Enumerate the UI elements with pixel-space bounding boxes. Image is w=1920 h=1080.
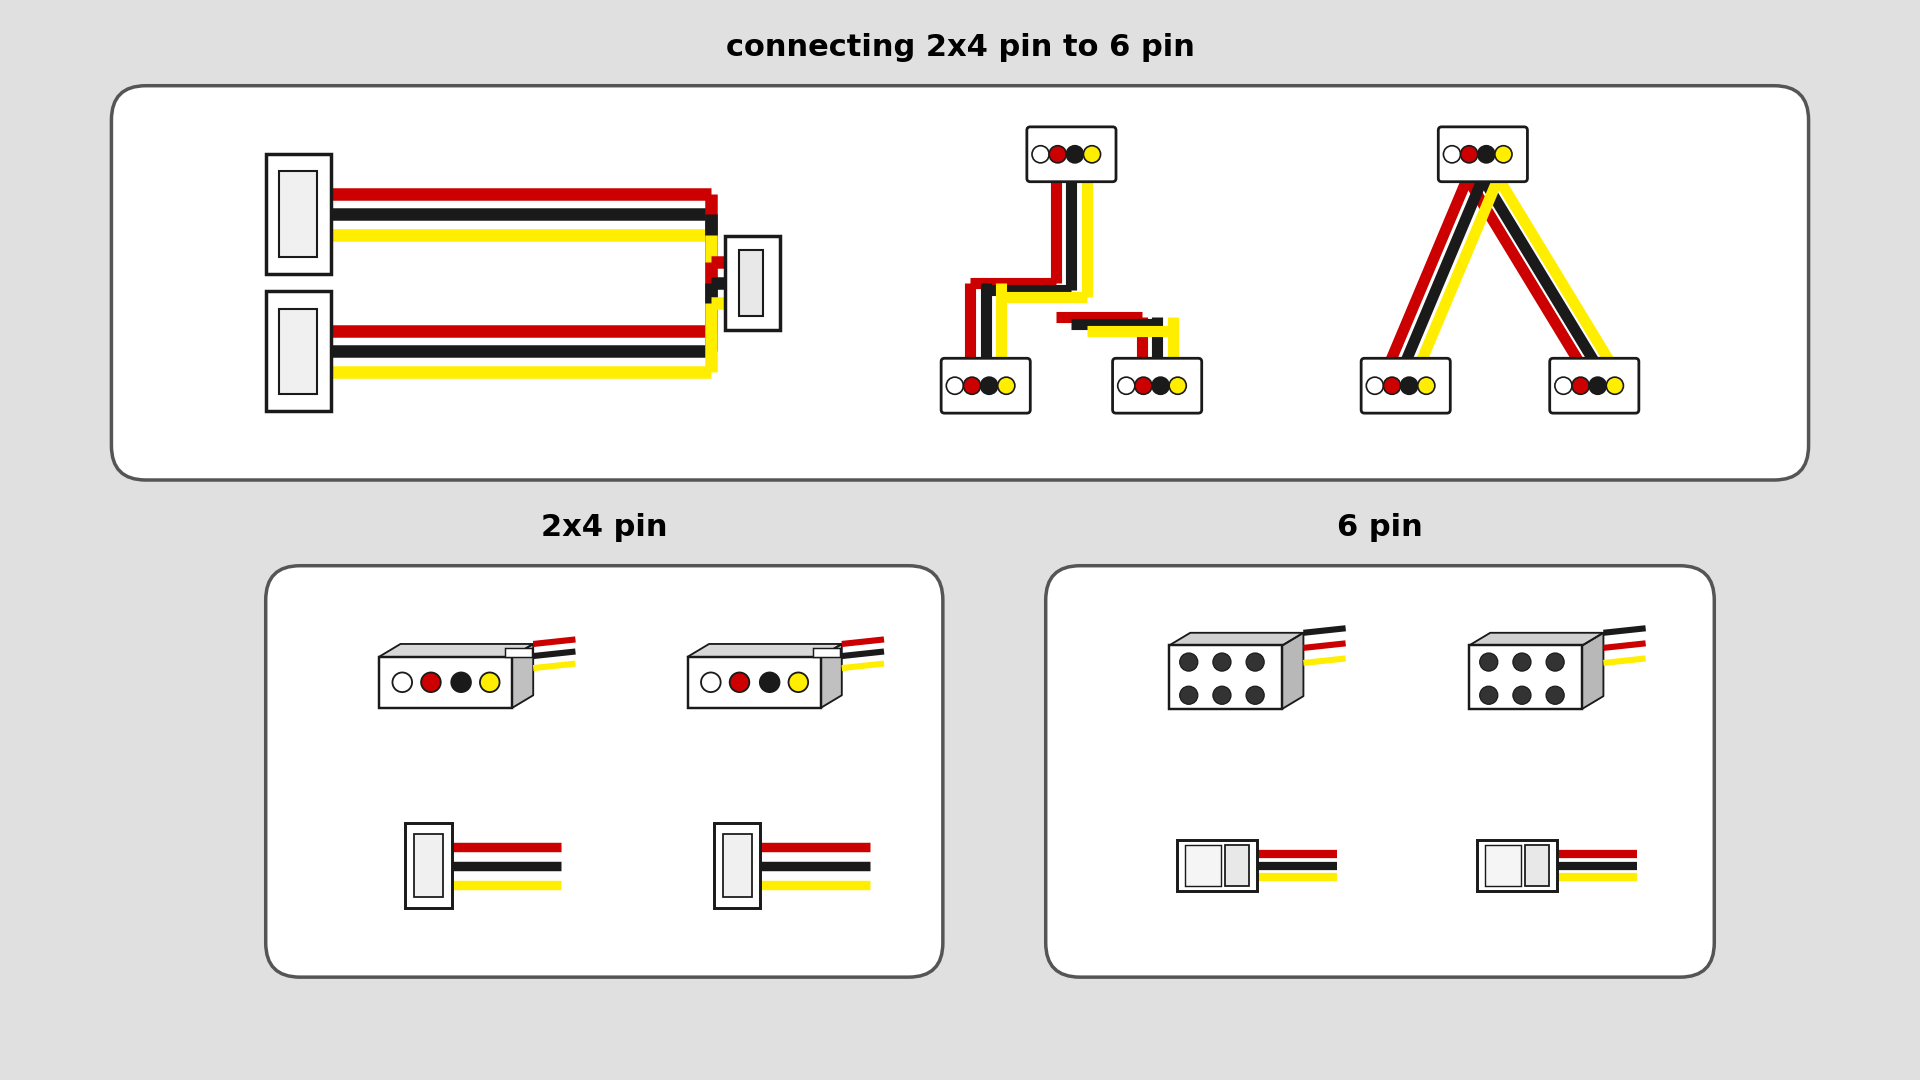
Polygon shape [1283, 633, 1304, 708]
Bar [280, 172, 317, 257]
Bar [1177, 840, 1258, 891]
Circle shape [1152, 377, 1169, 394]
Circle shape [1179, 653, 1198, 671]
Text: 2x4 pin: 2x4 pin [541, 513, 668, 542]
Polygon shape [1169, 633, 1304, 646]
Bar [722, 835, 753, 897]
Polygon shape [1582, 633, 1603, 708]
Circle shape [1179, 686, 1198, 704]
Circle shape [947, 377, 964, 394]
Circle shape [1066, 146, 1083, 163]
Circle shape [1461, 146, 1478, 163]
Circle shape [1213, 653, 1231, 671]
Circle shape [1117, 377, 1135, 394]
Circle shape [964, 377, 981, 394]
Circle shape [1213, 686, 1231, 704]
Circle shape [1572, 377, 1590, 394]
Circle shape [1444, 146, 1461, 163]
Circle shape [1246, 686, 1263, 704]
Circle shape [1367, 377, 1384, 394]
FancyBboxPatch shape [1438, 126, 1528, 181]
Polygon shape [687, 644, 841, 657]
Bar [687, 657, 820, 707]
Circle shape [1031, 146, 1048, 163]
Bar [1469, 646, 1582, 708]
FancyBboxPatch shape [1549, 359, 1640, 414]
Polygon shape [820, 644, 841, 707]
Bar [505, 648, 532, 657]
Circle shape [420, 673, 442, 692]
Circle shape [1607, 377, 1624, 394]
FancyBboxPatch shape [1361, 359, 1450, 414]
Circle shape [981, 377, 998, 394]
Circle shape [1478, 146, 1496, 163]
Circle shape [1480, 686, 1498, 704]
Bar [1484, 846, 1521, 886]
Polygon shape [380, 644, 534, 657]
Bar [265, 292, 330, 411]
Polygon shape [1469, 633, 1603, 646]
Circle shape [392, 673, 413, 692]
Bar [1185, 846, 1221, 886]
Polygon shape [513, 644, 534, 707]
Bar [726, 235, 780, 330]
Circle shape [701, 673, 720, 692]
Bar [714, 823, 760, 908]
Bar [1169, 646, 1283, 708]
Circle shape [1513, 686, 1530, 704]
Circle shape [1135, 377, 1152, 394]
FancyBboxPatch shape [941, 359, 1031, 414]
Bar [739, 249, 762, 315]
FancyBboxPatch shape [111, 85, 1809, 480]
Circle shape [480, 673, 499, 692]
Circle shape [789, 673, 808, 692]
Bar [1476, 840, 1557, 891]
FancyBboxPatch shape [1112, 359, 1202, 414]
Bar [415, 835, 444, 897]
Circle shape [1417, 377, 1434, 394]
Circle shape [1480, 653, 1498, 671]
Circle shape [1513, 653, 1530, 671]
Bar [380, 657, 513, 707]
Circle shape [1496, 146, 1513, 163]
Bar [280, 309, 317, 394]
Text: 6 pin: 6 pin [1336, 513, 1423, 542]
Circle shape [760, 673, 780, 692]
Circle shape [1246, 653, 1263, 671]
Circle shape [1546, 686, 1565, 704]
Bar [265, 154, 330, 274]
Circle shape [1048, 146, 1066, 163]
Bar [1524, 846, 1549, 886]
Circle shape [1555, 377, 1572, 394]
Bar [812, 648, 841, 657]
FancyBboxPatch shape [1027, 126, 1116, 181]
Circle shape [998, 377, 1016, 394]
FancyBboxPatch shape [1046, 566, 1715, 977]
FancyBboxPatch shape [265, 566, 943, 977]
Bar [1225, 846, 1250, 886]
Circle shape [1546, 653, 1565, 671]
Circle shape [1384, 377, 1400, 394]
Bar [405, 823, 451, 908]
Circle shape [1083, 146, 1100, 163]
Circle shape [451, 673, 470, 692]
Text: connecting 2x4 pin to 6 pin: connecting 2x4 pin to 6 pin [726, 32, 1194, 62]
Circle shape [1400, 377, 1417, 394]
Circle shape [730, 673, 749, 692]
Circle shape [1590, 377, 1607, 394]
Circle shape [1169, 377, 1187, 394]
